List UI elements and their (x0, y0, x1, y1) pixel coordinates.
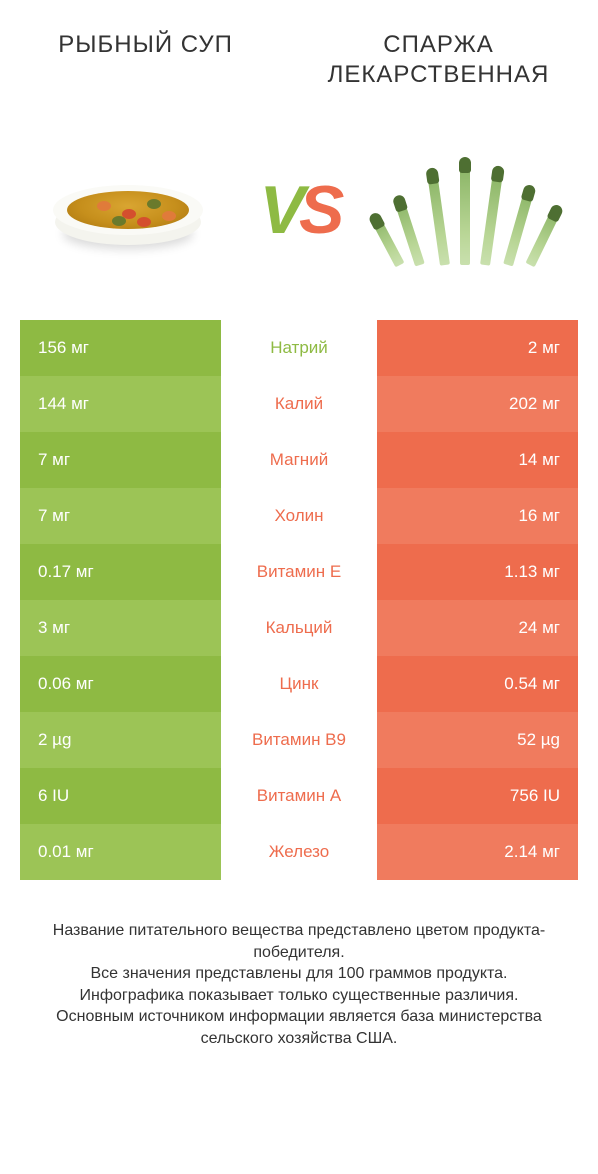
nutrient-label: Витамин A (221, 768, 377, 824)
nutrient-table: 156 мгНатрий2 мг144 мгКалий202 мг7 мгМаг… (0, 320, 598, 880)
left-value: 6 IU (20, 768, 221, 824)
left-value: 156 мг (20, 320, 221, 376)
table-row: 3 мгКальций24 мг (20, 600, 578, 656)
right-value: 1.13 мг (377, 544, 578, 600)
nutrient-label: Магний (221, 432, 377, 488)
left-value: 0.01 мг (20, 824, 221, 880)
table-row: 144 мгКалий202 мг (20, 376, 578, 432)
left-value: 144 мг (20, 376, 221, 432)
right-value: 202 мг (377, 376, 578, 432)
footer-line: Название питательного вещества представл… (30, 920, 568, 963)
images-row: VS (0, 100, 598, 320)
left-value: 0.17 мг (20, 544, 221, 600)
nutrient-label: Натрий (221, 320, 377, 376)
nutrient-label: Железо (221, 824, 377, 880)
right-value: 2 мг (377, 320, 578, 376)
right-value: 756 IU (377, 768, 578, 824)
left-product-title: Рыбный суп (20, 30, 271, 90)
soup-icon (53, 185, 203, 235)
nutrient-label: Кальций (221, 600, 377, 656)
footer-line: Основным источником информации является … (30, 1006, 568, 1049)
left-value: 2 µg (20, 712, 221, 768)
nutrient-label: Витамин E (221, 544, 377, 600)
table-row: 0.06 мгЦинк0.54 мг (20, 656, 578, 712)
left-value: 7 мг (20, 488, 221, 544)
table-row: 6 IUВитамин A756 IU (20, 768, 578, 824)
right-value: 16 мг (377, 488, 578, 544)
footer-line: Инфографика показывает только существенн… (30, 985, 568, 1007)
right-value: 52 µg (377, 712, 578, 768)
asparagus-icon (385, 150, 555, 270)
table-row: 7 мгХолин16 мг (20, 488, 578, 544)
table-row: 0.17 мгВитамин E1.13 мг (20, 544, 578, 600)
table-row: 0.01 мгЖелезо2.14 мг (20, 824, 578, 880)
right-product-title: Спаржа лекарственная (299, 30, 578, 90)
right-product-image (385, 145, 555, 275)
right-value: 24 мг (377, 600, 578, 656)
nutrient-label: Витамин B9 (221, 712, 377, 768)
nutrient-label: Калий (221, 376, 377, 432)
nutrient-label: Цинк (221, 656, 377, 712)
footer-line: Все значения представлены для 100 граммо… (30, 963, 568, 985)
header: Рыбный суп Спаржа лекарственная (0, 0, 598, 100)
right-value: 2.14 мг (377, 824, 578, 880)
table-row: 7 мгМагний14 мг (20, 432, 578, 488)
footer-notes: Название питательного вещества представл… (0, 880, 598, 1050)
left-value: 0.06 мг (20, 656, 221, 712)
table-row: 2 µgВитамин B952 µg (20, 712, 578, 768)
left-value: 7 мг (20, 432, 221, 488)
nutrient-label: Холин (221, 488, 377, 544)
right-value: 14 мг (377, 432, 578, 488)
left-value: 3 мг (20, 600, 221, 656)
vs-label: VS (260, 171, 339, 249)
left-product-image (43, 145, 213, 275)
right-value: 0.54 мг (377, 656, 578, 712)
table-row: 156 мгНатрий2 мг (20, 320, 578, 376)
